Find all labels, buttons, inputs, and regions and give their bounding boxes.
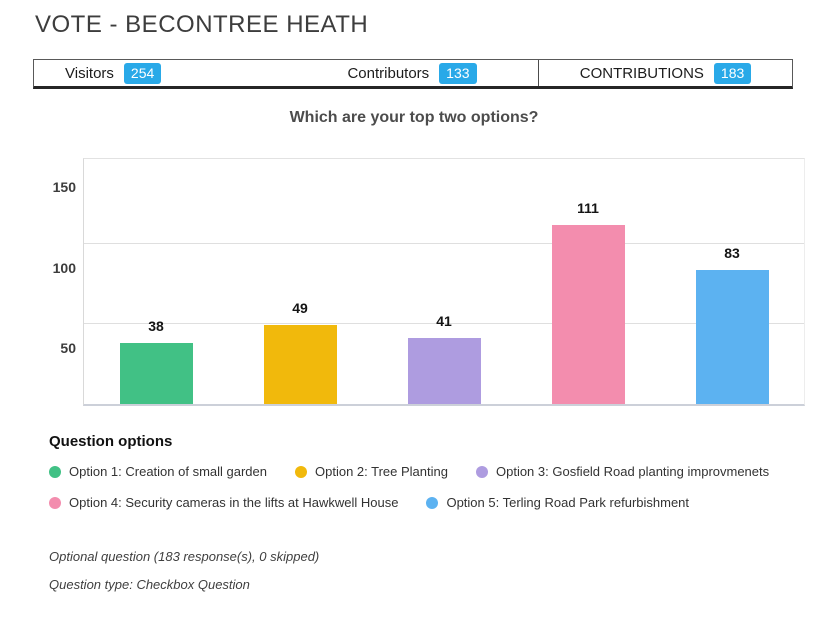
stats-bar: Visitors 254 Contributors 133 CONTRIBUTI… (33, 59, 793, 89)
stat-contributors: Contributors 133 (286, 60, 538, 86)
bar-value-label-5: 83 (724, 245, 740, 261)
legend-dot-icon (49, 496, 61, 509)
legend-dot-icon (49, 465, 61, 478)
stat-visitors: Visitors 254 (34, 60, 286, 86)
legend-item-label: Option 2: Tree Planting (315, 464, 448, 479)
legend-item-label: Option 5: Terling Road Park refurbishmen… (446, 495, 690, 510)
bar-option-5 (695, 270, 769, 404)
footer-notes: Optional question (183 response(s), 0 sk… (49, 549, 319, 605)
legend-item-label: Option 3: Gosfield Road planting improvm… (495, 464, 770, 479)
legend-item-option-1: Option 1: Creation of small garden (49, 464, 267, 479)
contributors-count-badge: 133 (439, 62, 477, 84)
y-axis-tick-150: 150 (52, 179, 76, 196)
gridline-50 (84, 323, 804, 325)
legend-item-label: Option 1: Creation of small garden (69, 464, 267, 479)
chart-legend: Question options Option 1: Creation of s… (49, 433, 805, 510)
bar-chart-plot-area: 38 49 41 111 83 (83, 158, 805, 406)
legend-item-option-3: Option 3: Gosfield Road planting improvm… (475, 464, 770, 479)
bar-value-label-4: 111 (577, 200, 599, 216)
y-axis-tick-100: 100 (52, 259, 76, 276)
legend-dot-icon (475, 465, 488, 478)
legend-item-option-5: Option 5: Terling Road Park refurbishmen… (426, 495, 689, 510)
response-summary: Optional question (183 response(s), 0 sk… (49, 549, 320, 564)
legend-item-label: Option 4: Security cameras in the lifts … (69, 495, 399, 510)
stat-contributions: CONTRIBUTIONS 183 (538, 60, 792, 86)
contributions-label: CONTRIBUTIONS (579, 64, 704, 82)
legend-item-option-2: Option 2: Tree Planting (295, 464, 448, 479)
y-axis-tick-50: 50 (60, 340, 76, 357)
legend-dot-icon (295, 465, 307, 478)
contributions-count-badge: 183 (713, 62, 752, 84)
visitors-count-badge: 254 (123, 62, 162, 84)
question-type: Question type: Checkbox Question (49, 577, 250, 592)
bar-value-label-3: 41 (436, 313, 452, 329)
visitors-label: Visitors (65, 64, 114, 82)
contributors-label: Contributors (347, 64, 430, 82)
bar-option-3 (407, 338, 481, 404)
legend-items: Option 1: Creation of small garden Option… (49, 464, 805, 510)
chart-question-title: Which are your top two options? (289, 109, 539, 126)
gridline-100 (84, 242, 804, 244)
bar-option-1 (119, 343, 193, 404)
legend-dot-icon (426, 496, 439, 509)
bar-option-2 (263, 325, 337, 404)
page-title: VOTE - BECONTREE HEATH (35, 11, 369, 38)
legend-item-option-4: Option 4: Security cameras in the lifts … (49, 495, 398, 510)
bar-value-label-2: 49 (292, 300, 308, 316)
bar-option-4 (551, 225, 625, 404)
legend-heading: Question options (49, 433, 173, 450)
bar-value-label-1: 38 (148, 318, 164, 334)
